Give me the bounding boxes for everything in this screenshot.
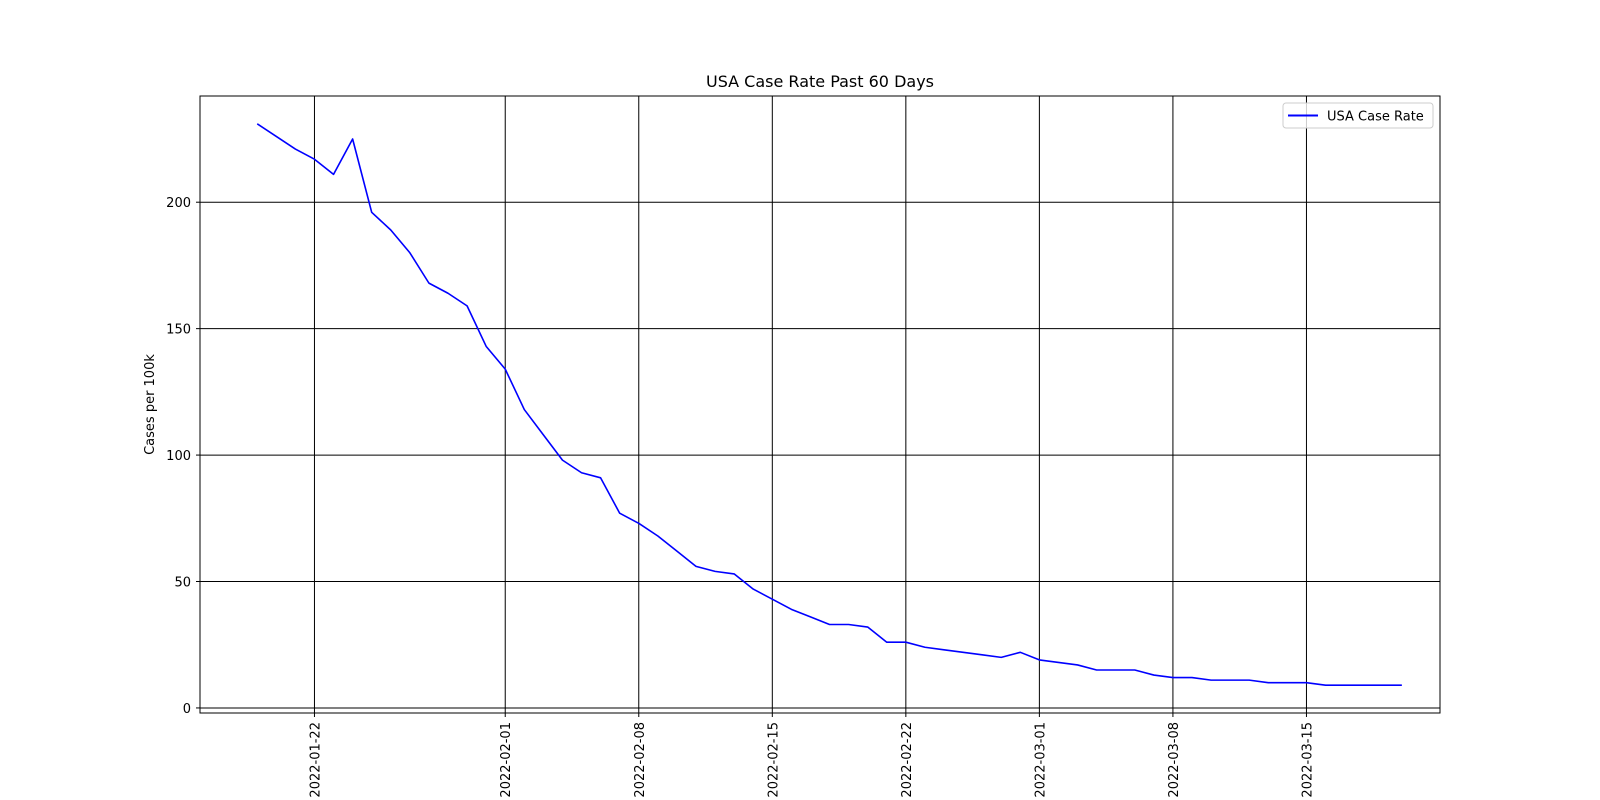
x-tick-label: 2022-02-22 <box>900 722 915 798</box>
y-tick-label: 0 <box>183 702 191 717</box>
y-tick-label: 150 <box>166 323 191 338</box>
x-tick-label: 2022-02-01 <box>499 722 514 798</box>
grid <box>200 96 1440 713</box>
y-tick-label: 200 <box>166 196 191 211</box>
x-tick-label: 2022-01-22 <box>308 722 323 798</box>
legend-box <box>1282 102 1434 129</box>
plot-frame <box>199 95 1441 714</box>
legend: USA Case Rate <box>1282 102 1434 129</box>
x-tick-label: 2022-03-15 <box>1300 722 1315 798</box>
legend-label: USA Case Rate <box>1327 110 1424 125</box>
y-axis-label: Cases per 100k <box>143 354 158 455</box>
x-tick-label: 2022-02-08 <box>633 722 648 798</box>
ticks: 0 50 100 150 200 2022-01-22 2022-02-01 2022-02-… <box>166 196 1315 797</box>
x-tick-label: 2022-03-01 <box>1033 722 1048 798</box>
chart-title: USA Case Rate Past 60 Days <box>706 72 934 91</box>
y-tick-label: 100 <box>166 449 191 464</box>
series-layer <box>256 123 1402 686</box>
x-tick-label: 2022-02-15 <box>766 722 781 798</box>
y-tick-label: 50 <box>174 576 191 591</box>
x-tick-label: 2022-03-08 <box>1167 722 1182 798</box>
series-line <box>256 123 1402 686</box>
